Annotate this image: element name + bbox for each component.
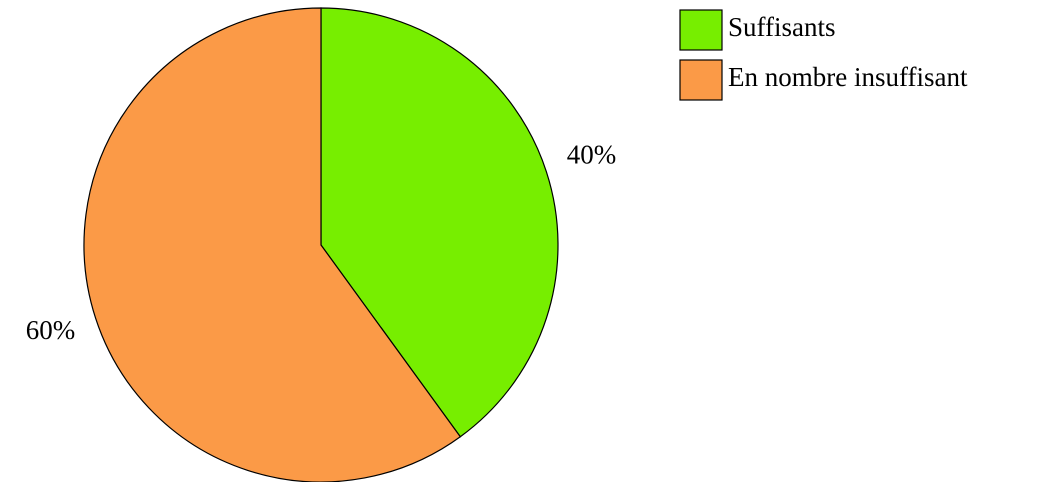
legend-swatch [679,59,723,101]
legend-swatch [679,9,723,51]
legend-label: En nombre insuffisant [728,62,968,92]
pie-slice [320,7,559,438]
pie-slice [83,7,462,482]
slice-label: 60% [26,315,76,345]
slice-label: 40% [567,139,617,169]
legend-label: Suffisants [728,12,836,42]
